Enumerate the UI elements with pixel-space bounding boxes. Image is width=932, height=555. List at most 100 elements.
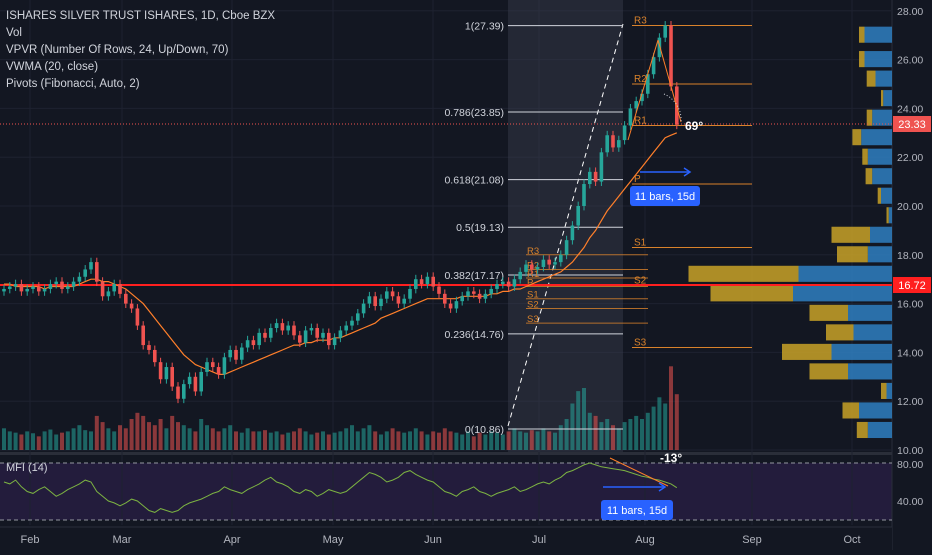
candle-body bbox=[327, 332, 331, 346]
time-axis[interactable] bbox=[0, 527, 892, 550]
vpvr-histogram bbox=[688, 26, 892, 439]
vpvr-down-bar bbox=[809, 363, 848, 380]
volume-bar bbox=[541, 428, 546, 450]
legend-vol[interactable]: Vol bbox=[6, 27, 22, 39]
volume-bar bbox=[553, 432, 557, 450]
volume-bar bbox=[42, 431, 47, 450]
vpvr-down-bar bbox=[856, 421, 868, 439]
pivot-label: P bbox=[634, 174, 641, 185]
candle-body bbox=[448, 303, 453, 309]
volume-bar bbox=[141, 415, 146, 450]
volume-bar bbox=[466, 431, 470, 450]
current-price-badge bbox=[893, 116, 931, 132]
volume-bar bbox=[396, 431, 401, 450]
candle-body bbox=[263, 332, 267, 338]
vpvr-up-bar bbox=[872, 109, 892, 126]
candle-body bbox=[315, 328, 319, 338]
volume-bar bbox=[228, 425, 233, 450]
volume-bar bbox=[152, 425, 157, 450]
volume-bar bbox=[651, 406, 656, 450]
volume-bar bbox=[77, 425, 82, 450]
bars-callout-mfi[interactable] bbox=[601, 500, 673, 520]
bars-callout-top[interactable] bbox=[630, 186, 700, 206]
vpvr-up-bar bbox=[848, 304, 892, 321]
price-tick-label: 24.00 bbox=[897, 103, 923, 115]
volume-bar bbox=[437, 432, 441, 450]
candle-body bbox=[593, 171, 598, 182]
fib-level-label: 0.382(17.17) bbox=[444, 270, 504, 282]
volume-bar bbox=[576, 391, 581, 450]
volume-bar bbox=[222, 428, 227, 450]
volume-bar bbox=[431, 431, 436, 450]
volume-bar bbox=[442, 428, 447, 450]
candle-body bbox=[66, 286, 70, 289]
candle-body bbox=[530, 264, 534, 270]
candle-body bbox=[19, 284, 24, 292]
trend-drawing-1[interactable] bbox=[627, 39, 659, 141]
price-pane[interactable] bbox=[0, 0, 892, 452]
candle-body bbox=[42, 288, 47, 292]
volume-bar bbox=[634, 415, 639, 450]
candle-body bbox=[425, 276, 430, 285]
time-tick-label: Feb bbox=[21, 534, 40, 546]
volume-bar bbox=[408, 431, 412, 450]
angle-label-mfi[interactable]: -13° bbox=[660, 451, 682, 465]
fib-level-label: 1(27.39) bbox=[465, 21, 504, 33]
volume-bar bbox=[205, 425, 209, 450]
vpvr-up-bar bbox=[861, 129, 892, 146]
vpvr-up-bar bbox=[881, 187, 892, 204]
volume-bar bbox=[89, 431, 93, 450]
candle-body bbox=[431, 276, 435, 287]
price-axis[interactable] bbox=[892, 0, 932, 550]
candle-body bbox=[657, 37, 662, 58]
candle-body bbox=[367, 296, 372, 304]
fib-retracement[interactable]: 1(27.39) 0.786(23.85) 0.618(21.08) 0.5(19.1… bbox=[444, 21, 623, 436]
fib-pivots: R3R2R1PS1S2S3R3R2R1PS1S2S3 bbox=[526, 15, 752, 349]
candle-body bbox=[71, 281, 76, 287]
vpvr-down-bar bbox=[826, 324, 854, 341]
fib-level-label: 0.5(19.13) bbox=[456, 222, 504, 234]
volume-bar bbox=[19, 434, 24, 450]
candle-body bbox=[176, 386, 180, 399]
volume-bar bbox=[425, 434, 430, 450]
candle-body bbox=[199, 371, 203, 392]
volume-bar bbox=[315, 432, 320, 450]
volume-bar bbox=[535, 431, 540, 450]
volume-bar bbox=[355, 431, 360, 450]
legend-pivots[interactable]: Pivots (Fibonacci, Auto, 2) bbox=[6, 78, 140, 90]
vpvr-up-bar bbox=[853, 324, 892, 341]
volume-bar bbox=[158, 419, 163, 450]
pivot-label: R2 bbox=[634, 74, 647, 85]
volume-bar bbox=[36, 436, 41, 450]
candle-body bbox=[669, 25, 673, 87]
candle-body bbox=[622, 125, 627, 141]
candle-body bbox=[164, 367, 169, 380]
fib-trend-line[interactable] bbox=[507, 23, 624, 427]
candle-body bbox=[269, 328, 273, 338]
time-tick-label: Jul bbox=[532, 534, 546, 546]
volume-bar bbox=[216, 431, 221, 450]
pivot-label-old: R1 bbox=[527, 269, 539, 280]
pivot-label: R1 bbox=[634, 115, 647, 126]
vpvr-down-bar bbox=[837, 246, 868, 263]
volume-bar bbox=[460, 434, 465, 450]
angle-label-top[interactable]: 69° bbox=[685, 119, 703, 133]
candle-body bbox=[309, 328, 314, 331]
volume-bar bbox=[587, 412, 592, 450]
volume-bar bbox=[558, 425, 563, 450]
volume-bar bbox=[402, 432, 407, 450]
trend-drawing-2[interactable] bbox=[657, 39, 682, 123]
legend-vpvr[interactable]: VPVR (Number Of Rows, 24, Up/Down, 70) bbox=[6, 44, 229, 56]
legend-symbol[interactable]: ISHARES SILVER TRUST ISHARES, 1D, Cboe B… bbox=[6, 10, 276, 22]
volume-bar bbox=[321, 431, 325, 450]
legend-vwma[interactable]: VWMA (20, close) bbox=[6, 61, 99, 73]
mfi-legend[interactable]: MFI (14) bbox=[6, 462, 48, 474]
candle-body bbox=[95, 262, 99, 282]
volume-bar bbox=[489, 431, 494, 450]
candle-body bbox=[89, 262, 93, 270]
mfi-trend-drawing[interactable] bbox=[609, 457, 669, 487]
legend-panel: ISHARES SILVER TRUST ISHARES, 1D, Cboe B… bbox=[6, 8, 275, 93]
candle-body bbox=[437, 286, 441, 294]
